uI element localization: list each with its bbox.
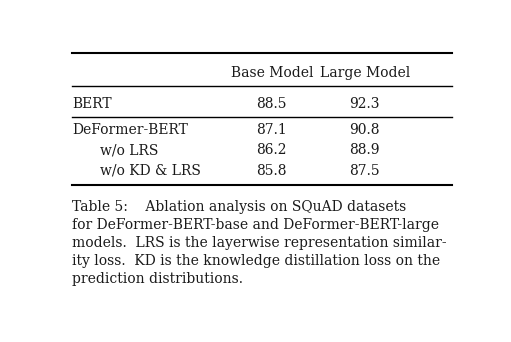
Text: 87.5: 87.5	[350, 163, 380, 177]
Text: 88.5: 88.5	[257, 97, 287, 111]
Text: BERT: BERT	[72, 97, 111, 111]
Text: 87.1: 87.1	[257, 123, 287, 137]
Text: models.  LRS is the layerwise representation similar-: models. LRS is the layerwise representat…	[72, 236, 447, 250]
Text: w/o KD & LRS: w/o KD & LRS	[100, 163, 200, 177]
Text: 86.2: 86.2	[257, 143, 287, 157]
Text: ity loss.  KD is the knowledge distillation loss on the: ity loss. KD is the knowledge distillati…	[72, 254, 440, 268]
Text: Base Model: Base Model	[230, 66, 313, 80]
Text: prediction distributions.: prediction distributions.	[72, 272, 243, 286]
Text: 92.3: 92.3	[350, 97, 380, 111]
Text: 88.9: 88.9	[350, 143, 380, 157]
Text: for DeFormer-BERT-base and DeFormer-BERT-large: for DeFormer-BERT-base and DeFormer-BERT…	[72, 218, 439, 232]
Text: Large Model: Large Model	[320, 66, 410, 80]
Text: DeFormer-BERT: DeFormer-BERT	[72, 123, 188, 137]
Text: 90.8: 90.8	[350, 123, 380, 137]
Text: w/o LRS: w/o LRS	[100, 143, 158, 157]
Text: Table 5:    Ablation analysis on SQuAD datasets: Table 5: Ablation analysis on SQuAD data…	[72, 200, 406, 214]
Text: 85.8: 85.8	[257, 163, 287, 177]
